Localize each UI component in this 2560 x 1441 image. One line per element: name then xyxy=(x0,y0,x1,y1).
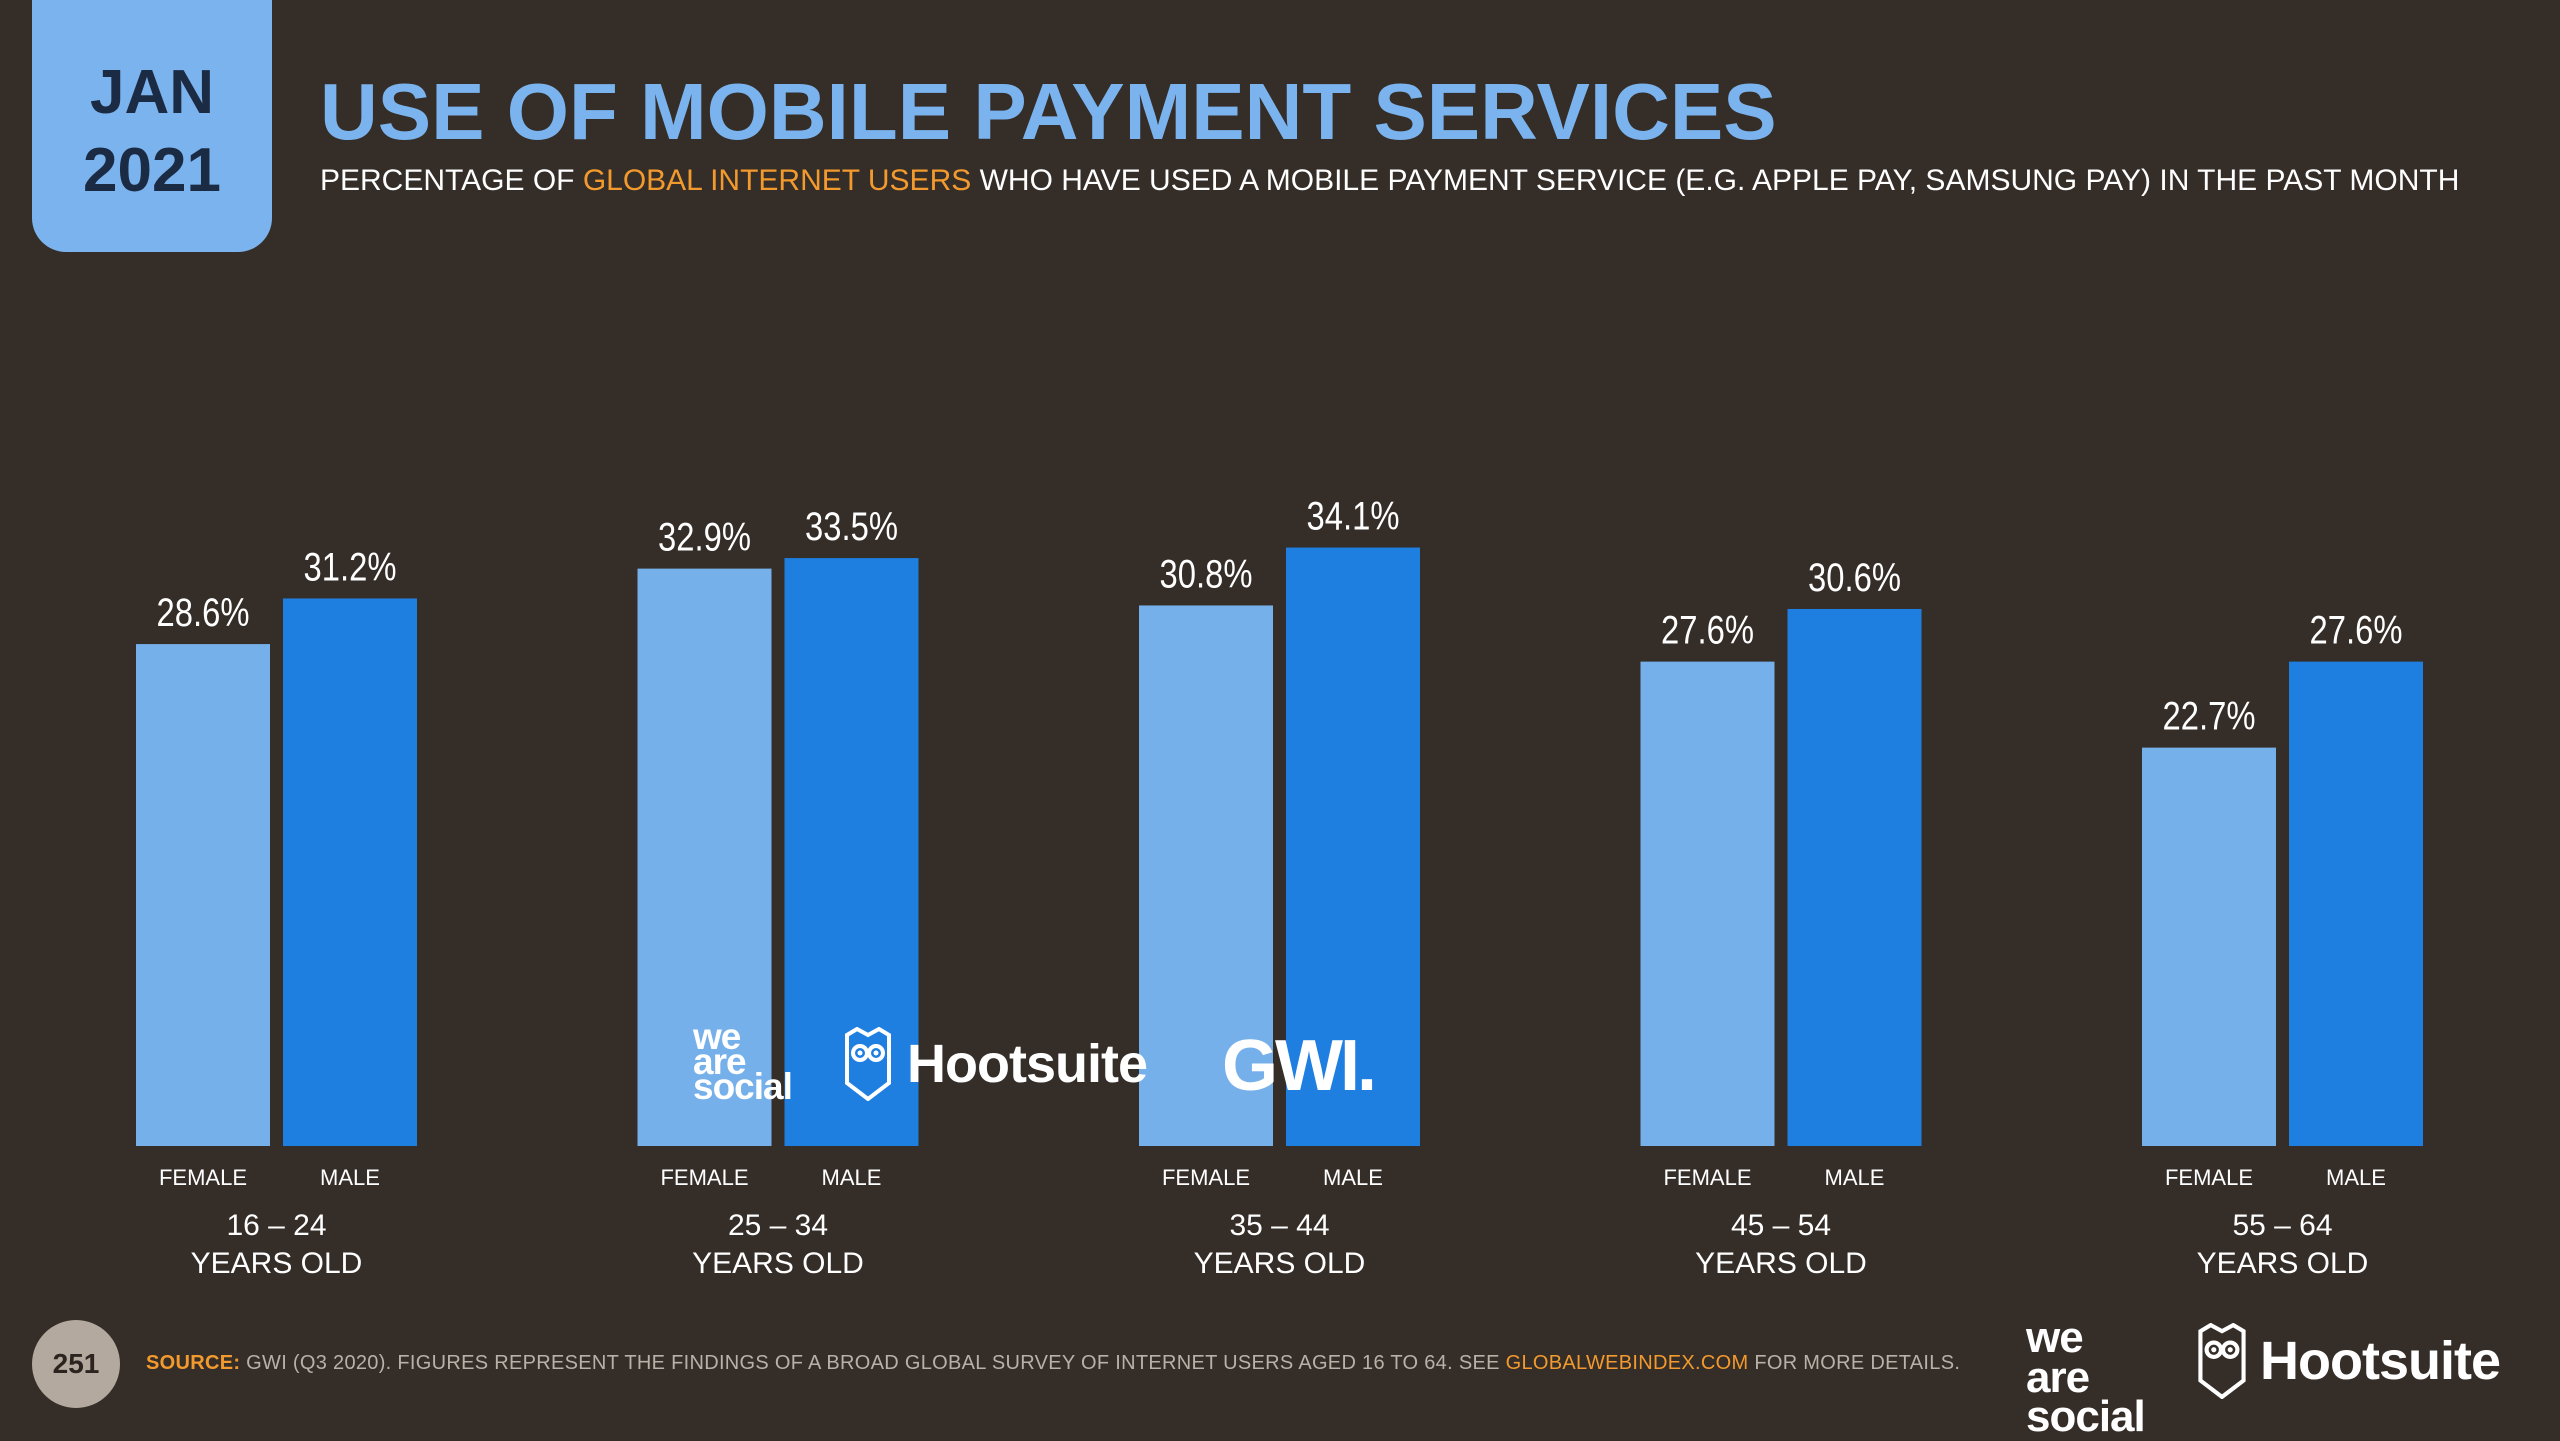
source-after: FOR MORE DETAILS. xyxy=(1748,1352,1961,1374)
watermark-hootsuite-logo: Hootsuite xyxy=(843,1026,1148,1102)
category-label-unit: YEARS OLD xyxy=(1695,1247,1867,1280)
page-title: USE OF MOBILE PAYMENT SERVICES xyxy=(320,67,1777,156)
date-year: 2021 xyxy=(83,136,221,205)
subtitle-post: WHO HAVE USED A MOBILE PAYMENT SERVICE (… xyxy=(971,164,2460,197)
category-label-range: 35 – 44 xyxy=(1229,1209,1329,1242)
data-label: 28.6% xyxy=(157,590,250,635)
data-label: 30.6% xyxy=(1808,555,1901,600)
source-note: SOURCE: GWI (Q3 2020). FIGURES REPRESENT… xyxy=(146,1352,1960,1375)
data-label: 32.9% xyxy=(658,515,751,560)
data-label: 33.5% xyxy=(805,504,898,549)
bar-female xyxy=(637,568,772,1146)
series-tick-label: MALE xyxy=(1323,1165,1383,1190)
bar-male xyxy=(283,598,417,1146)
data-label: 27.6% xyxy=(2310,608,2403,653)
source-text: GWI (Q3 2020). FIGURES REPRESENT THE FIN… xyxy=(240,1352,1506,1374)
source-label: SOURCE: xyxy=(146,1352,241,1374)
category-label-range: 16 – 24 xyxy=(226,1209,326,1242)
hootsuite-logo: Hootsuite xyxy=(2196,1322,2501,1400)
series-tick-label: FEMALE xyxy=(159,1165,247,1190)
bar-female xyxy=(136,644,270,1146)
date-month: JAN xyxy=(89,58,215,127)
series-tick-label: MALE xyxy=(2326,1165,2386,1190)
watermark-was-line: are xyxy=(693,1041,747,1083)
series-tick-label: FEMALE xyxy=(1162,1165,1250,1190)
bar-female xyxy=(2142,747,2276,1146)
data-label: 22.7% xyxy=(2163,694,2256,739)
logo-was-line: are xyxy=(2026,1352,2090,1402)
bar-female xyxy=(1139,605,1273,1146)
watermark-was-line: we xyxy=(693,1016,741,1057)
watermark-we-are-social-logo: we are social xyxy=(693,1016,793,1108)
category-label-unit: YEARS OLD xyxy=(1194,1247,1366,1280)
data-label: 31.2% xyxy=(304,544,397,589)
category-label-unit: YEARS OLD xyxy=(191,1247,363,1280)
data-label: 27.6% xyxy=(1661,608,1754,653)
watermark-hootsuite-text: Hootsuite xyxy=(907,1034,1148,1094)
source-link[interactable]: GLOBALWEBINDEX.COM xyxy=(1505,1352,1749,1374)
category-label-range: 25 – 34 xyxy=(728,1209,828,1242)
hootsuite-logo-text: Hootsuite xyxy=(2260,1331,2501,1391)
bar-male xyxy=(784,558,919,1146)
data-label: 30.8% xyxy=(1160,551,1253,596)
category-label-unit: YEARS OLD xyxy=(2197,1247,2369,1280)
series-tick-label: FEMALE xyxy=(2165,1165,2253,1190)
bar-chart: 28.6% FEMALE 31.2% MALE 16 – 24 YEARS OLD 32.9… xyxy=(136,493,2423,1280)
page-subtitle: PERCENTAGE OF GLOBAL INTERNET USERS WHO … xyxy=(320,164,2459,198)
date-badge: JAN 2021 xyxy=(32,0,272,252)
category-label-range: 45 – 54 xyxy=(1731,1209,1831,1242)
bar-female xyxy=(1640,661,1775,1146)
series-tick-label: MALE xyxy=(822,1165,882,1190)
watermark-gwi-logo: GWI. xyxy=(1222,1026,1377,1106)
logo-was-line: we xyxy=(2026,1313,2084,1362)
owl-icon xyxy=(2198,1323,2246,1399)
bar-male xyxy=(1787,608,1922,1146)
page-number: 251 xyxy=(32,1320,120,1408)
bar-male xyxy=(1286,547,1420,1146)
series-tick-label: MALE xyxy=(320,1165,380,1190)
series-tick-label: FEMALE xyxy=(660,1165,748,1190)
subtitle-pre: PERCENTAGE OF xyxy=(320,164,583,197)
owl-icon xyxy=(845,1027,891,1101)
data-label: 34.1% xyxy=(1307,493,1400,538)
series-tick-label: FEMALE xyxy=(1663,1165,1751,1190)
category-label-unit: YEARS OLD xyxy=(692,1247,864,1280)
series-tick-label: MALE xyxy=(1825,1165,1885,1190)
subtitle-highlight: GLOBAL INTERNET USERS xyxy=(582,164,972,197)
logo-was-line: social xyxy=(2026,1392,2146,1441)
bar-male xyxy=(2289,661,2423,1146)
watermark-was-line: social xyxy=(693,1066,793,1108)
category-label-range: 55 – 64 xyxy=(2232,1209,2332,1242)
we-are-social-logo: we are social xyxy=(2026,1313,2146,1441)
